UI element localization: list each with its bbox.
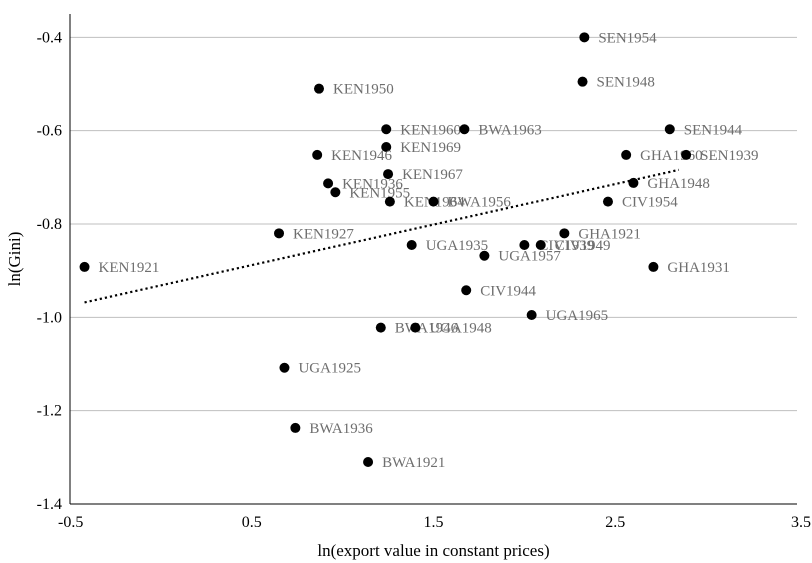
- x-axis-title: ln(export value in constant prices): [317, 541, 549, 560]
- data-point: [312, 149, 323, 160]
- data-point: [664, 124, 675, 135]
- data-point-label: SEN1954: [598, 30, 657, 46]
- data-point: [363, 457, 374, 467]
- data-point: [602, 196, 613, 207]
- grid-lines: [70, 36, 797, 412]
- y-tick-label: -0.4: [37, 29, 62, 46]
- x-tick-label: -0.5: [58, 514, 83, 531]
- data-point-label: GHA1960: [640, 148, 703, 164]
- data-point-label: BWA1963: [478, 122, 541, 138]
- data-point-label: SEN1939: [700, 148, 758, 164]
- data-point: [381, 142, 392, 152]
- data-point-label: BWA1956: [448, 195, 512, 211]
- x-tick-label: 3.5: [791, 514, 811, 531]
- y-tick-label: -1.0: [37, 309, 62, 326]
- data-point: [559, 228, 570, 239]
- data-point: [577, 76, 588, 87]
- data-point-label: CIV1939: [538, 238, 594, 254]
- data-point: [323, 178, 334, 189]
- data-point: [681, 149, 692, 160]
- data-point-label: GHA1931: [667, 260, 730, 276]
- tick-labels: -1.4 -1.2 -1.0 -0.8 -0.6 -0.4 -0.5 0.5 1.5 2.5 3.5: [37, 29, 811, 531]
- data-point-label: KEN1921: [99, 260, 160, 276]
- data-point: [579, 32, 590, 43]
- y-tick-label: -0.8: [37, 216, 62, 233]
- data-point: [479, 250, 490, 261]
- data-point-label: KEN1927: [293, 226, 354, 242]
- data-point-label: GHA1921: [578, 226, 641, 242]
- data-point-label: GHA1948: [647, 176, 710, 192]
- data-point: [279, 362, 290, 373]
- x-tick-label: 2.5: [605, 514, 625, 531]
- data-point: [519, 240, 530, 250]
- y-tick-label: -0.6: [37, 123, 62, 140]
- data-point: [79, 261, 90, 272]
- data-point-label: KEN1960: [400, 122, 461, 138]
- data-point: [313, 83, 324, 94]
- data-point-label: KEN1955: [349, 185, 410, 201]
- data-point: [428, 196, 439, 207]
- data-point: [274, 228, 285, 239]
- x-tick-label: 0.5: [242, 514, 262, 531]
- y-tick-label: -1.2: [37, 403, 62, 420]
- data-point-label: BWA1936: [309, 421, 373, 437]
- data-point: [648, 261, 659, 272]
- data-points: SEN1954 SEN1948 KEN1950 KEN1960 BWA1963 SEN19…: [79, 30, 758, 471]
- data-point: [410, 322, 421, 333]
- data-point: [383, 169, 394, 180]
- data-point-label: KEN1969: [400, 140, 461, 156]
- data-point-label: UGA1965: [546, 308, 609, 324]
- data-point-label: KEN1950: [333, 82, 394, 98]
- data-point-label: CIV1944: [480, 283, 536, 299]
- data-point-label: SEN1944: [684, 122, 743, 138]
- data-point-label: BWA1921: [382, 455, 445, 471]
- data-point-label: CIV1949: [555, 238, 611, 254]
- data-point: [459, 124, 470, 135]
- data-point: [621, 149, 632, 160]
- data-point-label: UGA1957: [498, 249, 561, 265]
- data-point: [384, 196, 395, 207]
- data-point-label: KEN1946: [331, 148, 392, 164]
- x-tick-label: 1.5: [424, 514, 444, 531]
- y-axis-title: ln(Gini): [5, 232, 24, 287]
- data-point: [628, 177, 639, 188]
- data-point: [535, 240, 546, 250]
- data-point-label: UGA1925: [298, 361, 361, 377]
- data-point: [330, 187, 341, 198]
- data-point: [461, 285, 472, 296]
- data-point-label: KEN1967: [402, 167, 463, 183]
- data-point: [375, 322, 386, 333]
- y-tick-label: -1.4: [37, 496, 62, 513]
- data-point-label: BWA1946: [395, 321, 459, 337]
- data-point-label: CIV1954: [622, 195, 678, 211]
- data-point: [406, 240, 417, 250]
- data-point: [381, 124, 392, 135]
- data-point: [526, 310, 537, 320]
- data-point-label: UGA1948: [429, 321, 492, 337]
- data-point-label: SEN1948: [597, 75, 655, 91]
- data-point: [290, 422, 301, 433]
- data-point-label: UGA1935: [426, 238, 489, 254]
- data-point-label: KEN1936: [342, 176, 403, 192]
